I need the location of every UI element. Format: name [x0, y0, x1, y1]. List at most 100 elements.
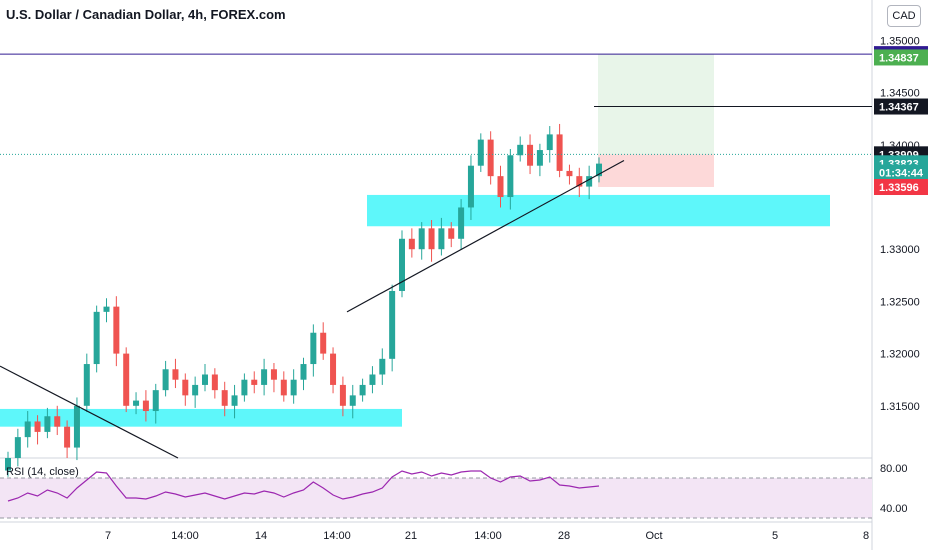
time-tick-label: 14:00	[323, 530, 351, 542]
candle-body	[202, 374, 208, 385]
candle-body	[596, 163, 602, 177]
candle-body	[221, 390, 228, 406]
candle-body	[497, 176, 504, 198]
candle-body	[182, 379, 189, 396]
candle-body	[389, 290, 396, 359]
candle-body	[428, 228, 435, 250]
price-tag-bg	[874, 98, 928, 115]
candle-body	[162, 369, 169, 391]
price-tick-label: 1.34500	[880, 88, 920, 100]
candle-body	[192, 384, 199, 396]
support-zone	[367, 194, 830, 227]
price-tick-label: 1.32000	[880, 349, 920, 361]
rsi-tick-label: 80.00	[880, 463, 908, 475]
candle-body	[310, 332, 317, 365]
candle-body	[300, 364, 307, 380]
downtrend-line	[0, 365, 179, 459]
candle-body	[34, 421, 41, 432]
price-tag-bg	[874, 164, 928, 181]
currency-badge[interactable]: CAD	[887, 5, 921, 27]
price-tag-bg	[874, 49, 928, 66]
target-zone	[598, 54, 714, 155]
candle-body	[586, 176, 593, 187]
candle-body	[290, 379, 297, 396]
candle-body	[576, 176, 583, 187]
time-tick-label: 21	[405, 530, 417, 542]
candle-body	[556, 134, 563, 171]
price-tag-label: 01:34:44	[879, 167, 924, 179]
candle-body	[142, 400, 149, 412]
time-tick-label: 14:00	[171, 530, 199, 542]
time-tick-label: Oct	[645, 530, 662, 542]
rsi-tick-label: 40.00	[880, 503, 908, 515]
price-tag-label: 1.34367	[879, 102, 919, 114]
candle-body	[369, 374, 376, 385]
candle-body	[527, 144, 534, 166]
price-tag-bg	[874, 179, 928, 196]
support-zone	[0, 408, 402, 427]
candle-body	[517, 144, 524, 156]
candle-body	[103, 306, 110, 312]
candle-body	[73, 405, 80, 448]
candle-body	[93, 311, 100, 365]
time-tick-label: 14:00	[474, 530, 502, 542]
candle-body	[349, 395, 356, 406]
candle-body	[172, 369, 179, 380]
price-tick-label: 1.31500	[880, 401, 920, 413]
candle-body	[83, 364, 90, 406]
candle-body	[546, 134, 553, 151]
candle-body	[5, 458, 11, 471]
candle-body	[113, 306, 120, 354]
price-tag-label: 1.33596	[879, 182, 919, 194]
candle-body	[477, 139, 484, 166]
candle-body	[458, 207, 465, 239]
candle-body	[507, 155, 514, 198]
symbol-title[interactable]: U.S. Dollar / Canadian Dollar, 4h, FOREX…	[6, 7, 286, 22]
candle-body	[339, 384, 346, 406]
candle-body	[54, 416, 61, 427]
candle-body	[280, 379, 287, 396]
candle-body	[64, 426, 71, 448]
time-tick-label: 7	[105, 530, 111, 542]
rsi-band	[0, 478, 872, 518]
candle-body	[251, 379, 258, 385]
candle-body	[261, 369, 268, 385]
candle-body	[241, 379, 248, 396]
uptrend-line	[346, 159, 625, 313]
stop-zone	[598, 154, 714, 188]
candle-body	[566, 170, 573, 177]
candle-body	[379, 358, 386, 375]
candle-body	[536, 150, 543, 166]
candle-body	[418, 228, 425, 250]
candle-body	[152, 390, 159, 412]
candle-body	[123, 353, 130, 406]
candle-body	[467, 165, 474, 208]
time-tick-label: 5	[772, 530, 778, 542]
candle-body	[487, 139, 494, 177]
candle-body	[330, 353, 337, 385]
candle-body	[231, 395, 238, 406]
price-tick-label: 1.32500	[880, 296, 920, 308]
candle-body	[44, 416, 51, 432]
candle-body	[133, 400, 140, 406]
candle-body	[24, 421, 31, 438]
rsi-line	[7, 470, 600, 502]
candle-body	[408, 238, 415, 250]
candle-body	[448, 228, 455, 239]
time-tick-label: 28	[558, 530, 570, 542]
candle-body	[399, 238, 405, 291]
time-tick-label: 8	[863, 530, 869, 542]
candle-body	[320, 332, 327, 354]
candle-body	[438, 228, 445, 250]
candle-body	[14, 437, 21, 458]
price-tick-label: 1.33000	[880, 244, 920, 256]
time-tick-label: 14	[255, 530, 267, 542]
rsi-indicator-label[interactable]: RSI (14, close)	[6, 466, 79, 478]
candle-body	[359, 384, 366, 396]
price-tag-label: 1.34837	[879, 52, 919, 64]
price-tick-label: 1.35000	[880, 35, 920, 47]
candle-body	[270, 369, 277, 380]
candle-body	[211, 374, 218, 391]
